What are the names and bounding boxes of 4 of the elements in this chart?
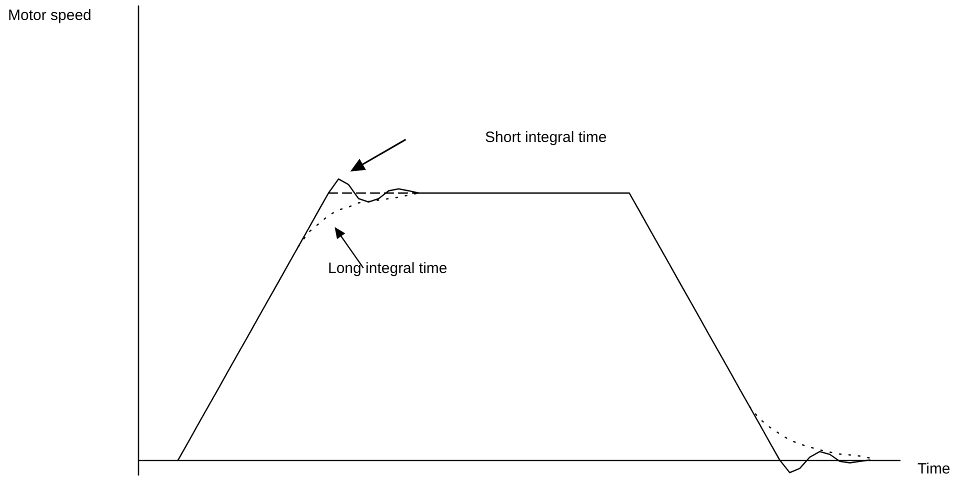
text: Short integral time	[485, 129, 607, 146]
annotation: Long integral time	[328, 260, 448, 277]
text: Motor speed	[8, 7, 92, 24]
x-axis-title: Time	[918, 460, 950, 478]
